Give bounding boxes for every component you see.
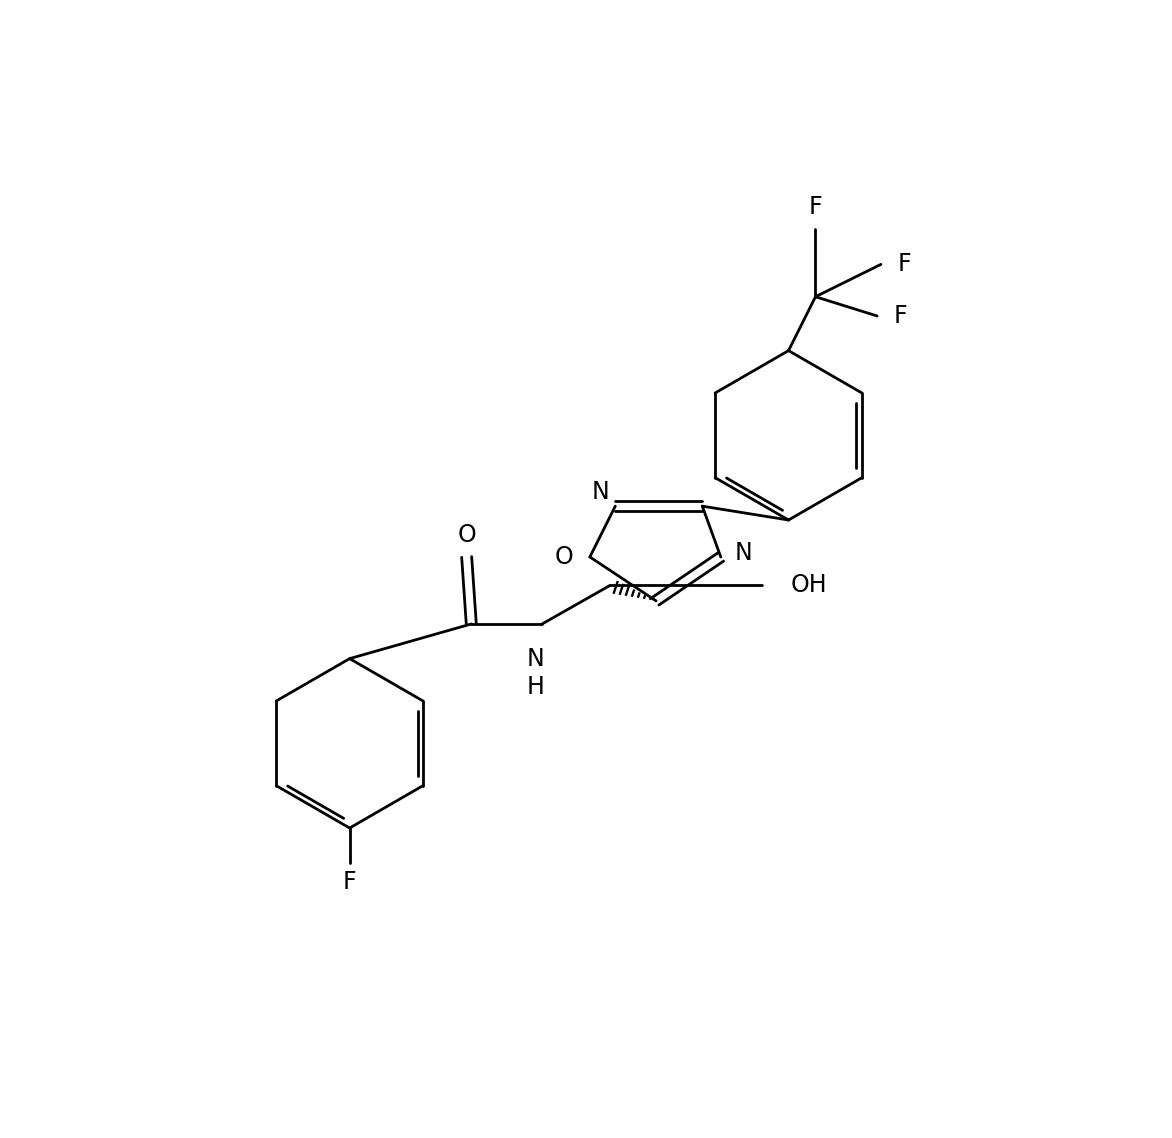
Text: OH: OH bbox=[791, 574, 827, 597]
Text: N
H: N H bbox=[527, 648, 545, 699]
Text: F: F bbox=[809, 196, 823, 220]
Text: O: O bbox=[457, 523, 476, 547]
Text: F: F bbox=[894, 304, 907, 328]
Text: O: O bbox=[554, 545, 573, 569]
Text: N: N bbox=[592, 480, 609, 504]
Text: N: N bbox=[735, 542, 752, 566]
Text: F: F bbox=[343, 869, 356, 894]
Text: F: F bbox=[898, 253, 912, 277]
